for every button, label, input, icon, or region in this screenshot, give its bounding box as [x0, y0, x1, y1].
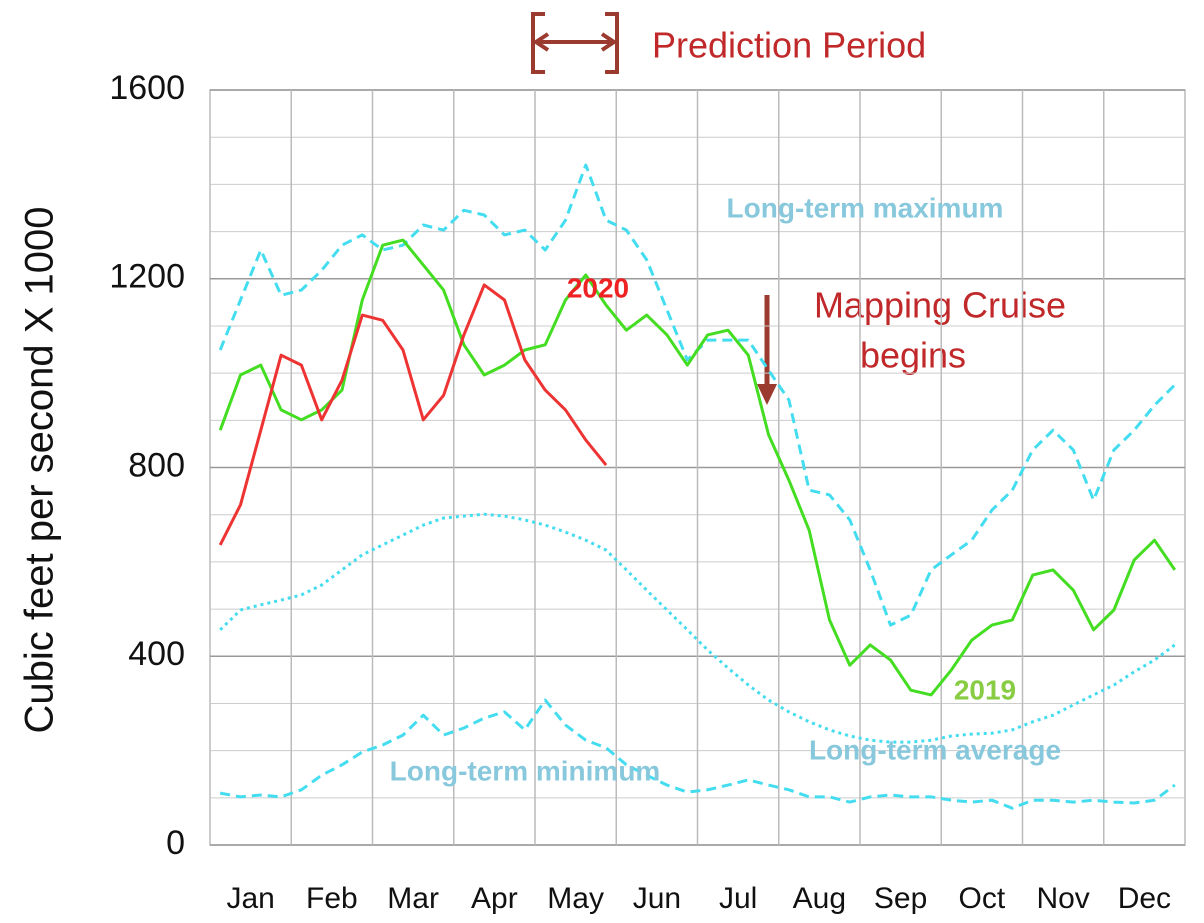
bracket-arrowheads: [532, 32, 618, 52]
x-tick-label: Sep: [874, 882, 927, 915]
arrow-head: [757, 384, 777, 405]
y-axis-title: Cubic feet per second X 1000: [18, 206, 62, 733]
x-tick-label: Mar: [387, 882, 439, 915]
series-label: Long-term average: [809, 734, 1061, 765]
x-tick-label: Jun: [633, 882, 681, 915]
series-label: Long-term minimum: [390, 755, 661, 786]
bracket-right: [605, 12, 619, 74]
series-line: [219, 512, 1176, 744]
x-tick-label: Feb: [306, 882, 358, 915]
y-tick-label: 0: [166, 824, 185, 862]
series-label: Long-term maximum: [727, 192, 1004, 223]
x-tick-label: Jan: [226, 882, 274, 915]
annotation: Prediction Period: [652, 25, 926, 66]
annotation: Mapping Cruise: [814, 285, 1066, 326]
x-tick-label: Nov: [1036, 882, 1089, 915]
cruise-arrow: [757, 295, 777, 405]
y-tick-label: 1200: [109, 258, 185, 296]
x-tick-label: Jul: [719, 882, 757, 915]
y-tick-label: 1600: [109, 69, 185, 107]
series-line: [219, 698, 1176, 810]
series-line: [218, 238, 1177, 697]
series-label: 2019: [954, 674, 1016, 705]
annotation: begins: [860, 335, 966, 376]
plot-layer: 0 400 800 1200 1600 Jan Feb Mar Apr May Jun Jul Aug S…: [109, 69, 1185, 915]
x-tick-label: Oct: [959, 882, 1006, 915]
x-tick-label: Apr: [471, 882, 518, 915]
series-label: 2020: [567, 272, 629, 303]
y-tick-label: 800: [128, 446, 185, 484]
x-tick-label: May: [547, 882, 604, 915]
x-tick-label: Aug: [793, 882, 846, 915]
x-tick-label: Dec: [1118, 882, 1171, 915]
prediction-bracket: [531, 12, 619, 74]
y-tick-label: 400: [128, 635, 185, 673]
series-line: [218, 283, 608, 546]
bracket-left: [531, 12, 545, 74]
